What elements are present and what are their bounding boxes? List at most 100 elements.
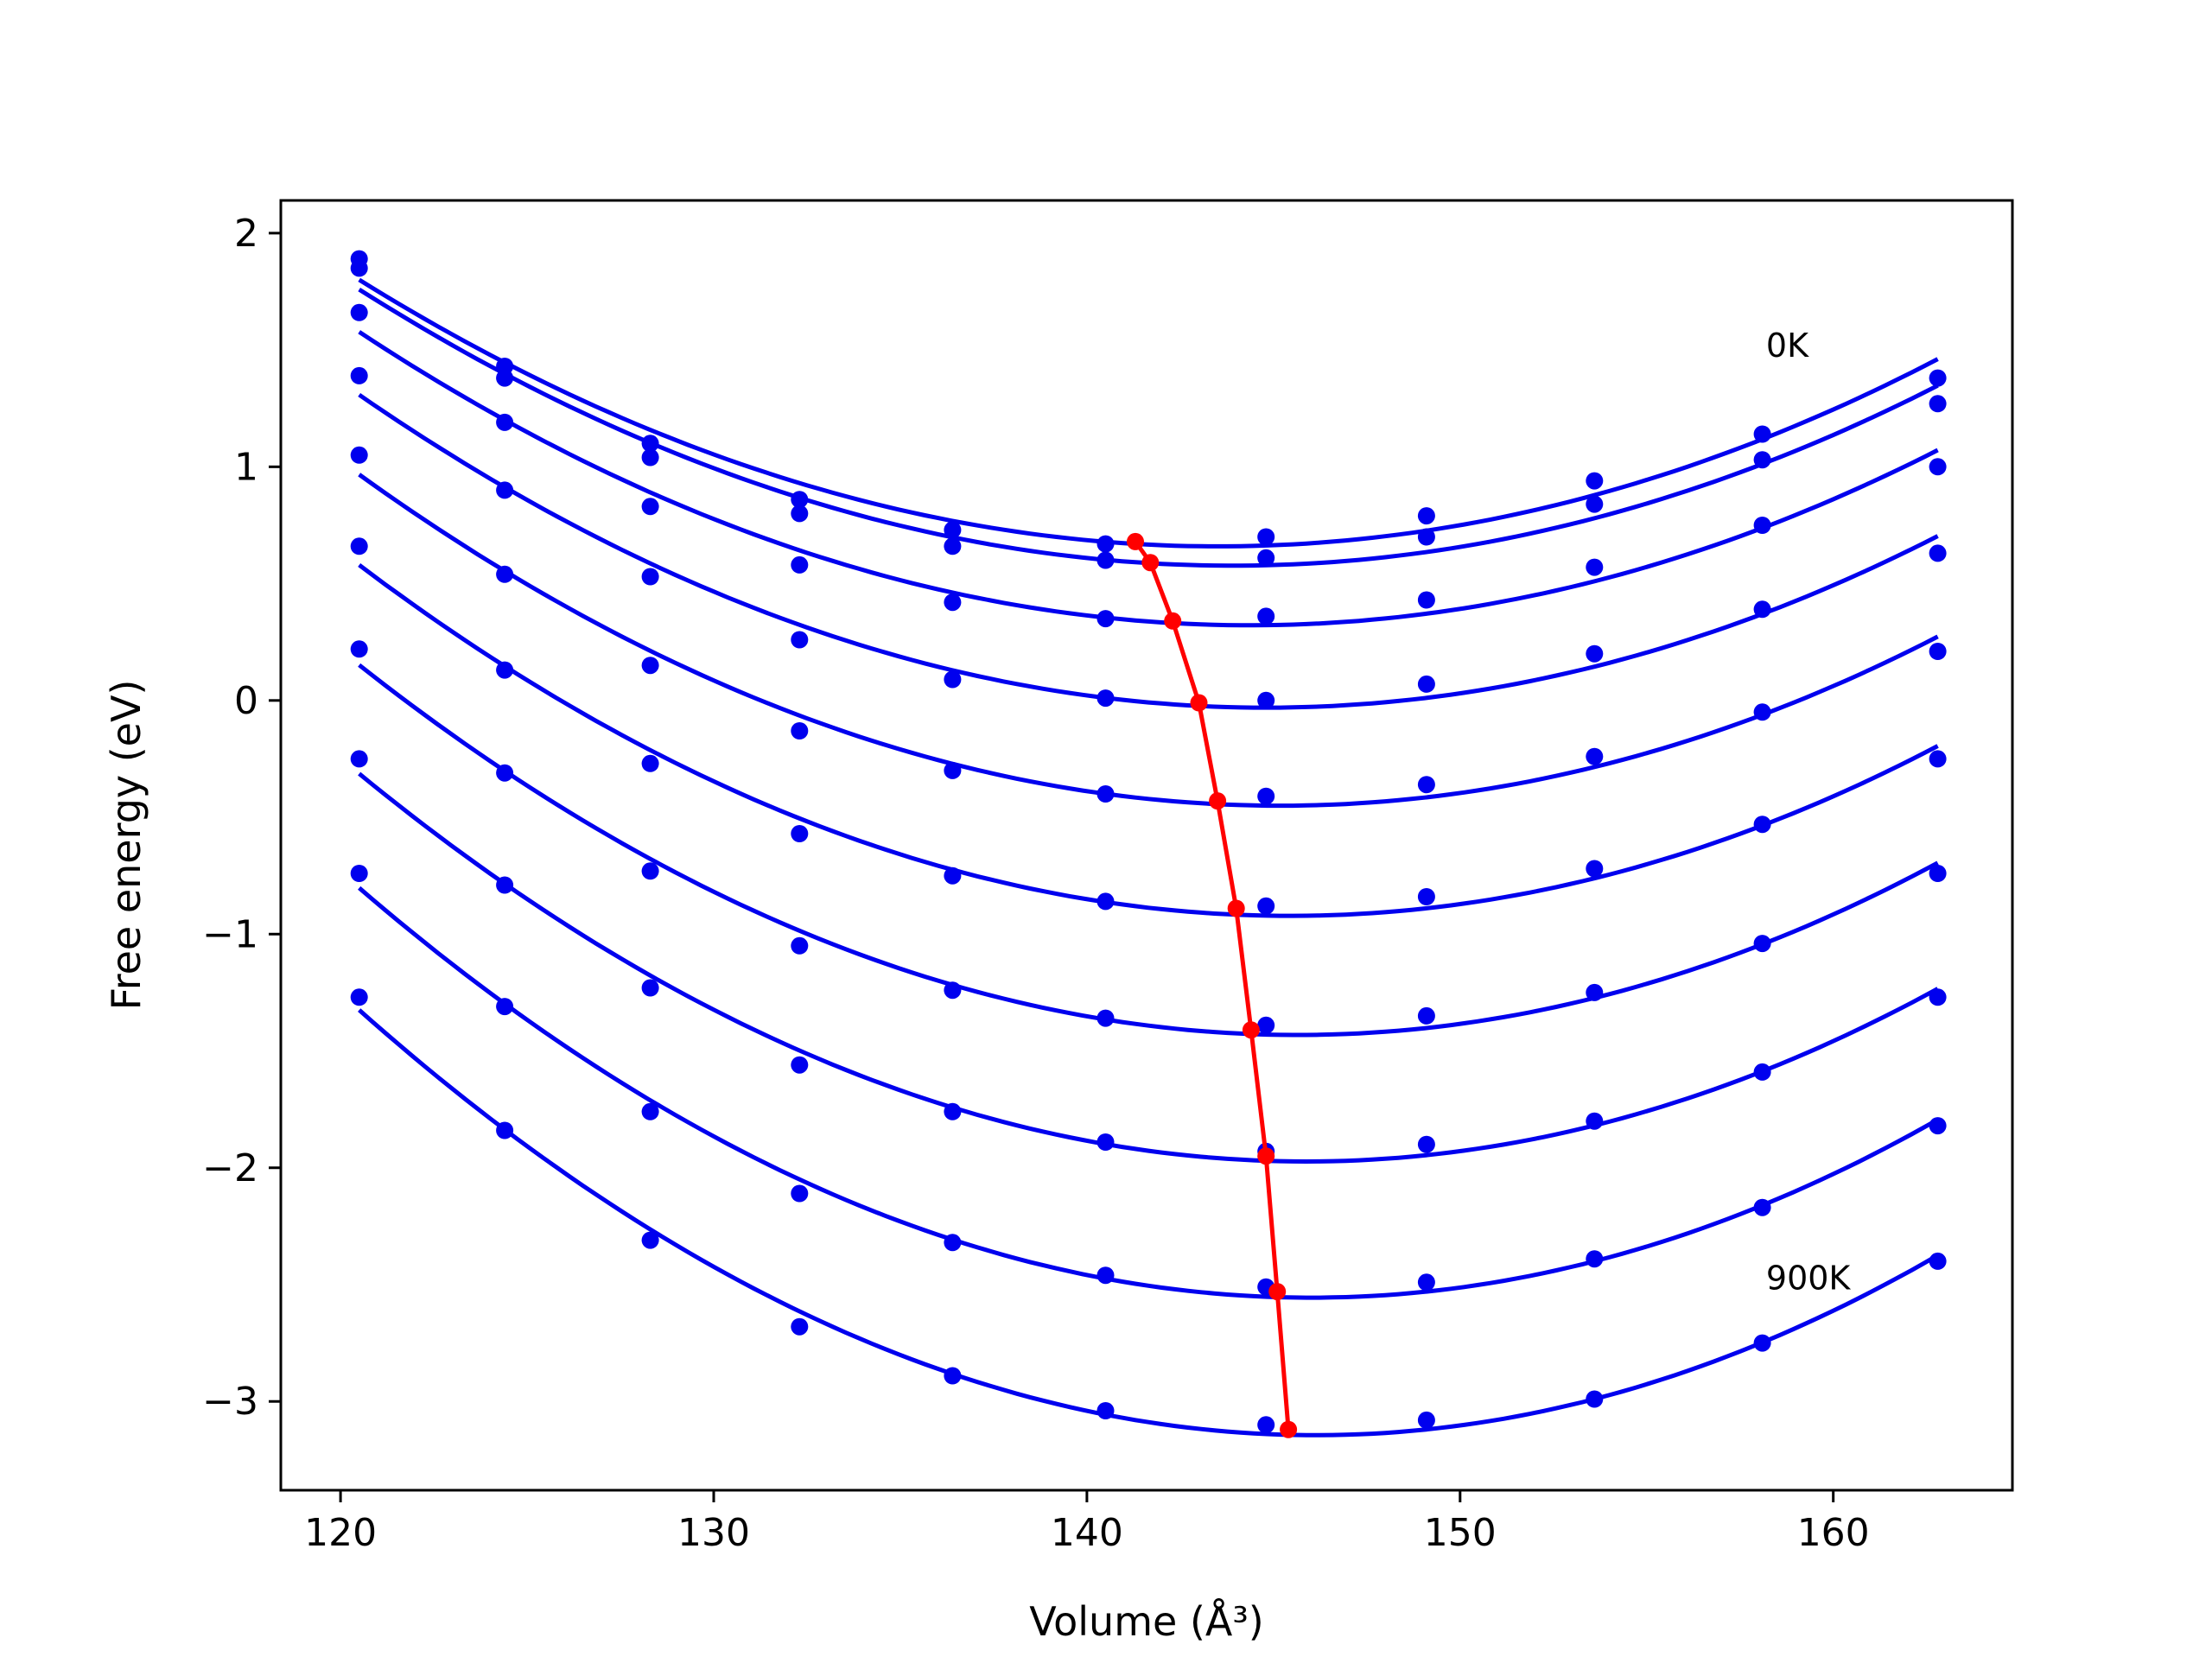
data-point [1586,860,1604,878]
data-point [1417,528,1435,546]
data-point [350,537,368,555]
data-point [641,448,659,467]
data-point [1929,544,1947,562]
data-point [496,661,514,679]
data-point [1586,558,1604,576]
data-point [1417,1411,1435,1429]
data-point [496,764,514,782]
x-tick-label: 160 [1797,1511,1870,1555]
fit-curve [358,663,1939,1038]
data-point [1096,1402,1115,1419]
data-point [1753,816,1771,834]
data-point [944,761,962,779]
minimum-point [1257,1147,1275,1165]
energy-series [350,640,1947,1038]
data-point [1096,785,1115,803]
data-point [1417,888,1435,905]
data-point [350,303,368,321]
data-point [944,1102,962,1120]
data-point [350,259,368,277]
y-tick-label: 2 [234,212,258,256]
data-point [350,446,368,464]
data-point [1586,472,1604,490]
data-point [791,505,809,523]
data-point [791,555,809,574]
data-point [1096,1009,1115,1027]
data-point [1586,1112,1604,1130]
data-point [1586,747,1604,765]
data-point [1586,1250,1604,1268]
data-point [1257,528,1275,546]
data-point [641,754,659,772]
y-tick-label: −1 [202,912,258,956]
data-point [1753,425,1771,443]
data-point [791,825,809,842]
energy-series [350,537,1947,918]
data-point [496,481,514,499]
data-point [1586,983,1604,1001]
data-point [1929,750,1947,768]
data-point [496,565,514,583]
data-point [1929,988,1947,1006]
fit-curve [358,1008,1939,1438]
data-point [641,1231,659,1249]
minimum-point [1227,899,1245,917]
axes-layer: 120 130 140 150 160 −3 −2 −1 0 1 2 [202,212,1870,1555]
data-point [1586,495,1604,513]
fit-curve [358,885,1939,1300]
data-point [791,936,809,955]
curve-annotation: 0K [1766,327,1809,365]
curve-annotation: 900K [1766,1259,1852,1297]
data-point [944,866,962,885]
data-point [350,988,368,1006]
data-point [1753,600,1771,619]
data-point [944,537,962,555]
data-point [1586,644,1604,663]
plot-layer: 0K 900K [350,250,1947,1438]
y-tick-label: 1 [234,445,258,489]
minimum-point [1164,612,1182,630]
data-point [1096,1266,1115,1285]
energy-series [350,865,1947,1300]
energy-series [350,446,1947,809]
data-point [1257,787,1275,805]
x-tick-label: 120 [304,1511,377,1555]
data-point [1417,1135,1435,1153]
fit-curve [358,392,1939,710]
minimum-energy-series [1127,532,1298,1438]
data-point [1417,675,1435,693]
plot-area-frame [279,199,2014,1492]
data-point [1257,1016,1275,1034]
data-point [791,1056,809,1074]
y-tick-label: −3 [202,1380,258,1424]
data-point [791,631,809,649]
data-point [1096,535,1115,553]
data-point [1929,369,1947,387]
minimum-point [1242,1021,1260,1039]
data-point [1753,703,1771,721]
data-point [496,876,514,894]
data-point [350,750,368,768]
energy-series [350,366,1947,710]
data-point [1096,892,1115,911]
data-point [350,865,368,882]
y-tick-label: −2 [202,1146,258,1190]
x-tick-label: 150 [1424,1511,1497,1555]
data-point [641,568,659,586]
x-axis-title: Volume (Å³) [1029,1598,1264,1645]
data-point [1586,1390,1604,1408]
data-point [641,862,659,880]
data-point [1417,591,1435,609]
data-point [944,1234,962,1252]
data-point [1096,551,1115,569]
fit-curve [358,563,1939,918]
y-tick-label: 0 [234,679,258,723]
fit-curve [358,277,1939,549]
data-point [1257,549,1275,567]
x-tick-label: 130 [677,1511,750,1555]
minimum-point [1127,532,1144,550]
data-point [1929,1252,1947,1270]
data-point [1417,507,1435,525]
